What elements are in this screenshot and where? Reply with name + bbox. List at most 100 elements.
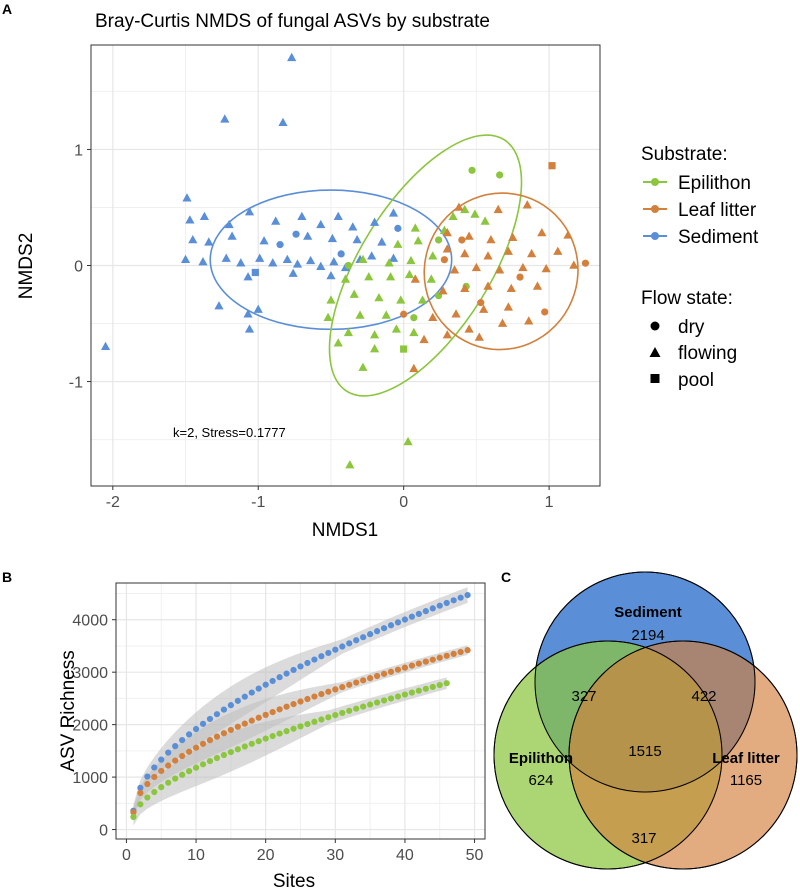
point-epilithon	[448, 211, 458, 221]
point-leaf-litter	[220, 730, 228, 737]
point-epilithon	[355, 310, 365, 319]
point-sediment	[224, 219, 234, 229]
point-sediment	[387, 622, 395, 629]
legend-item-flowing: flowing	[649, 343, 737, 364]
point-epilithon	[360, 703, 367, 710]
point-sediment	[326, 270, 336, 280]
point-sediment	[236, 258, 246, 267]
point-sediment	[251, 268, 259, 277]
point-epilithon	[345, 460, 355, 469]
rarefaction-x-axis-label: Sites	[273, 871, 315, 890]
point-epilithon	[404, 269, 415, 279]
point-leaf-litter	[367, 675, 374, 682]
point-epilithon	[192, 764, 200, 771]
legend-item-pool: pool	[650, 370, 714, 391]
point-epilithon	[381, 310, 391, 319]
point-leaf-litter	[186, 748, 193, 755]
point-leaf-litter	[486, 234, 496, 244]
legend-label-sediment: Sediment	[678, 227, 759, 248]
point-epilithon	[269, 732, 276, 740]
point-epilithon	[428, 251, 438, 260]
point-epilithon	[323, 312, 333, 322]
panel-a: A Bray-Curtis NMDS of fungal ASVs by sub…	[2, 1, 759, 541]
point-leaf-litter	[436, 654, 443, 661]
point-epilithon	[165, 779, 172, 786]
legend-substrate-title: Substrate:	[641, 144, 728, 165]
x-tick-label: 0	[399, 494, 408, 511]
y-tick-label: 3000	[72, 665, 108, 682]
point-epilithon	[380, 697, 388, 704]
point-leaf-litter	[457, 648, 464, 656]
point-epilithon	[396, 295, 406, 304]
rarefaction-points	[130, 591, 471, 821]
point-epilithon	[403, 436, 413, 446]
point-epilithon	[326, 295, 336, 304]
point-sediment	[429, 605, 436, 612]
point-sediment	[192, 725, 200, 733]
legend-key-sediment-dot	[651, 232, 659, 240]
point-leaf-litter	[503, 302, 513, 311]
point-epilithon	[199, 761, 207, 768]
point-leaf-litter	[497, 318, 508, 327]
point-leaf-litter	[130, 809, 137, 816]
point-epilithon	[373, 699, 381, 706]
point-epilithon	[343, 327, 354, 337]
point-leaf-litter	[234, 723, 241, 730]
point-epilithon	[353, 705, 360, 712]
point-leaf-litter	[450, 650, 457, 657]
point-leaf-litter	[248, 717, 255, 724]
point-leaf-litter	[137, 789, 144, 797]
venn-count-all-three: 1515	[628, 743, 661, 760]
venn-count-sediment: 2194	[631, 627, 664, 644]
point-sediment	[288, 268, 298, 277]
point-leaf-litter	[537, 228, 547, 237]
point-sediment	[450, 597, 457, 604]
point-epilithon	[255, 738, 262, 745]
point-epilithon	[358, 254, 368, 263]
point-sediment	[346, 640, 353, 647]
point-sediment	[332, 646, 339, 653]
venn-label-leaf-litter: Leaf litter	[712, 750, 780, 767]
ellipse-leaf-litter	[423, 192, 579, 351]
point-epilithon	[283, 728, 290, 735]
panel-a-label: A	[2, 1, 12, 17]
point-leaf-litter	[541, 308, 549, 316]
point-epilithon	[409, 327, 419, 337]
point-epilithon	[262, 735, 269, 742]
point-epilithon	[186, 768, 193, 775]
point-sediment	[297, 211, 307, 221]
point-epilithon	[384, 258, 394, 267]
point-sediment	[188, 234, 198, 244]
point-leaf-litter	[495, 265, 505, 274]
point-sediment	[353, 637, 360, 644]
point-leaf-litter	[408, 662, 415, 669]
point-sediment	[380, 625, 388, 632]
point-leaf-litter	[192, 744, 200, 751]
point-sediment	[457, 594, 464, 601]
point-sediment	[367, 631, 374, 638]
point-epilithon	[276, 730, 283, 737]
point-sediment	[243, 309, 253, 318]
point-epilithon	[304, 720, 311, 728]
point-epilithon	[374, 292, 384, 302]
point-sediment	[311, 656, 318, 663]
point-epilithon	[290, 725, 297, 732]
point-sediment	[182, 193, 192, 202]
nmds-points	[100, 52, 590, 469]
point-sediment	[255, 685, 262, 692]
point-leaf-litter	[409, 363, 419, 373]
point-leaf-litter	[179, 752, 186, 760]
point-sediment	[241, 693, 248, 700]
point-epilithon	[417, 295, 428, 304]
point-leaf-litter	[548, 162, 556, 170]
legend-label-leaf-litter: Leaf litter	[678, 200, 757, 221]
x-tick-label: 50	[466, 847, 484, 864]
point-epilithon	[172, 775, 179, 782]
point-epilithon	[349, 289, 359, 298]
point-sediment	[244, 324, 255, 333]
point-sediment	[220, 706, 228, 713]
point-sediment	[305, 255, 316, 265]
point-epilithon	[436, 681, 443, 689]
point-sediment	[329, 257, 339, 266]
